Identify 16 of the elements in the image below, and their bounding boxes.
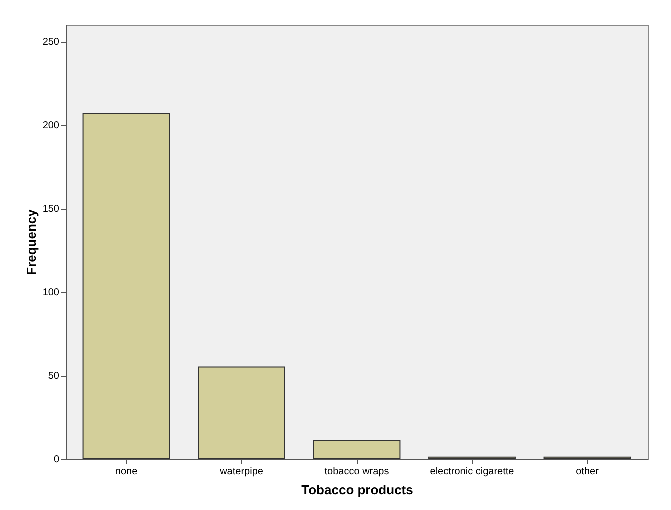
x-tick-label: none <box>115 466 138 478</box>
y-axis-title: Frequency <box>24 208 39 276</box>
y-tick-label: 0 <box>54 454 60 466</box>
x-axis-title: Tobacco products <box>302 482 414 498</box>
bar <box>313 440 401 460</box>
y-tick-label: 150 <box>42 204 60 216</box>
x-tick-label: electronic cigarette <box>430 466 515 478</box>
y-tick-label: 50 <box>48 371 60 382</box>
x-tick-label: other <box>576 466 600 478</box>
y-tick-label: 100 <box>42 288 60 299</box>
x-tick-label: waterpipe <box>219 466 264 478</box>
bar <box>198 366 286 460</box>
y-tick-label: 200 <box>42 120 60 132</box>
y-tick-label: 250 <box>42 37 60 48</box>
bar <box>82 112 170 460</box>
x-tick-label: tobacco wraps <box>324 466 390 478</box>
